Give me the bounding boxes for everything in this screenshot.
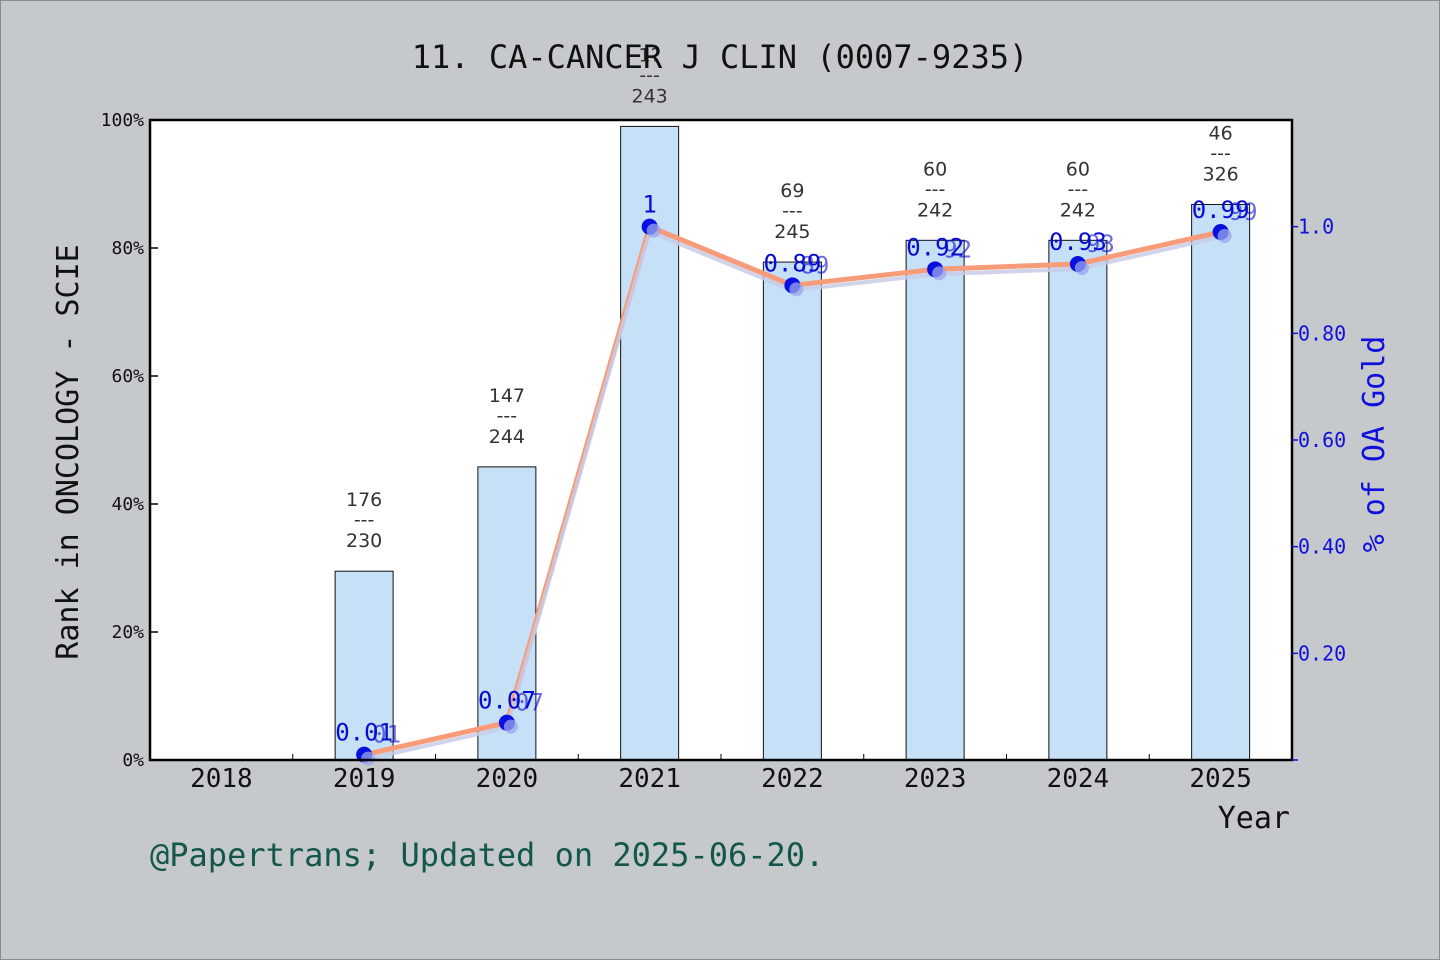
bar-rank-label: 60 [1066, 158, 1090, 180]
bar-2023 [905, 239, 965, 761]
x-tick-label: 2020 [476, 764, 539, 794]
y-axis-label: Rank in ONCOLOGY - SCIE [51, 244, 86, 659]
bar-rank-separator: --- [782, 200, 803, 222]
oa-value-label: 0.99 [1192, 196, 1250, 224]
chart-title: 11. CA-CANCER J CLIN (0007-9235) [412, 38, 1029, 76]
bar-rank-label: 176 [346, 489, 382, 511]
oa-value-label: 0.92 [906, 233, 964, 261]
y-tick-label: 100% [101, 110, 145, 131]
oa-value-label: 0.93 [1049, 228, 1107, 256]
oa-point-shadow [361, 751, 376, 766]
y2-tick-label: 0.20 [1298, 641, 1346, 665]
oa-value-label-shadow: 92 [943, 235, 972, 263]
y-tick-label: 0% [122, 750, 144, 771]
bar-2022 [762, 261, 822, 761]
bar-rank-label: 147 [489, 385, 525, 407]
oa-point-shadow [1074, 261, 1089, 275]
bar-rank-separator: --- [639, 64, 660, 86]
x-axis-label: Year [1218, 801, 1290, 836]
x-tick-label: 2019 [333, 764, 396, 794]
bar-rank-separator: --- [497, 405, 518, 427]
oa-value-label: 1 [642, 191, 656, 219]
oa-value-label-shadow: 99 [1229, 198, 1258, 226]
bar-2024 [1048, 239, 1108, 761]
x-tick-label: 2025 [1189, 764, 1252, 794]
bar-rank-label: 1? [639, 44, 661, 66]
oa-value-label: 0.89 [763, 249, 821, 277]
y-tick-label: 60% [111, 366, 144, 387]
x-tick-label: 2024 [1047, 764, 1110, 794]
oa-point-shadow [1217, 229, 1232, 243]
oa-point-shadow [932, 266, 947, 281]
oa-value-label-shadow: 89 [800, 251, 829, 279]
y-tick-label: 20% [111, 622, 144, 643]
bar-total-label: 230 [346, 530, 382, 552]
y2-axis-label: % of OA Gold [1357, 336, 1392, 553]
bar-total-label: 326 [1202, 163, 1238, 185]
footer-note: @Papertrans; Updated on 2025-06-20. [150, 836, 824, 874]
x-tick-label: 2022 [761, 764, 824, 794]
oa-point-shadow [789, 282, 804, 297]
y-tick-label: 80% [111, 238, 144, 259]
bar-rank-label: 69 [780, 180, 804, 202]
bar-2025 [1191, 203, 1251, 761]
x-tick-label: 2023 [904, 764, 967, 794]
oa-point-shadow [646, 223, 661, 238]
bar-rank-label: 46 [1209, 122, 1233, 144]
y-tick-label: 40% [111, 494, 144, 515]
x-tick-label: 2021 [618, 764, 681, 794]
bar-rank-separator: --- [354, 509, 375, 531]
bar-total-label: 244 [489, 426, 525, 448]
bar-rank-separator: --- [1210, 142, 1231, 164]
plot-area [150, 120, 1292, 760]
bar-total-label: 245 [774, 221, 810, 243]
y2-tick-label: 0.60 [1298, 428, 1346, 452]
oa-point-shadow [503, 719, 518, 734]
y2-tick-label: 0.40 [1298, 535, 1346, 559]
oa-value-label-shadow: 93 [1086, 230, 1115, 258]
bar-2020 [477, 466, 537, 761]
bar-total-label: 242 [917, 199, 953, 221]
bar-rank-label: 60 [923, 158, 947, 180]
oa-value-label-shadow: 01 [372, 721, 401, 749]
bar-total-label: 242 [1060, 199, 1096, 221]
bar-rank-separator: --- [1068, 178, 1089, 200]
bar-total-label: 243 [631, 85, 667, 107]
y2-tick-label: 0.80 [1298, 321, 1346, 345]
oa-value-label: 0.01 [335, 719, 393, 747]
y2-tick-label: 1.0 [1298, 215, 1334, 239]
bar-rank-separator: --- [925, 178, 946, 200]
x-tick-label: 2018 [190, 764, 253, 794]
oa-value-label-shadow: 07 [515, 689, 544, 717]
oa-value-label: 0.07 [478, 687, 536, 715]
